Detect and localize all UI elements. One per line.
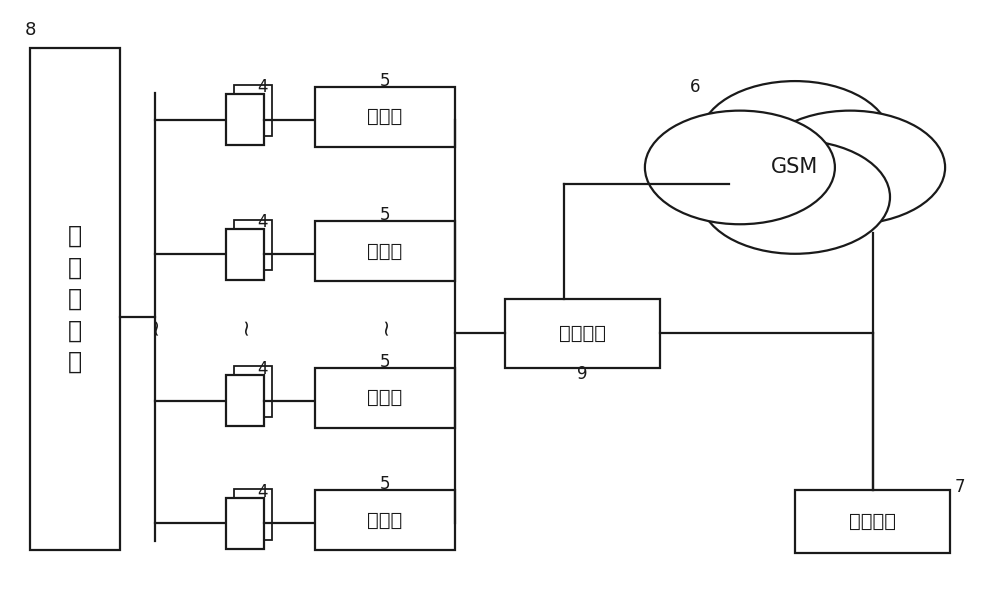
Text: 5: 5	[380, 353, 390, 371]
Bar	[30, 48, 120, 550]
Bar	[315, 368, 455, 428]
Text: 5: 5	[380, 72, 390, 90]
Bar	[234, 489, 272, 539]
Text: 电磁锁: 电磁锁	[367, 388, 403, 407]
Circle shape	[645, 111, 835, 224]
Bar	[505, 299, 660, 368]
Bar	[234, 219, 272, 270]
Bar	[234, 366, 272, 417]
Bar	[315, 221, 455, 281]
Text: 电磁锁: 电磁锁	[367, 242, 403, 261]
Text: 电磁锁: 电磁锁	[367, 511, 403, 530]
Bar	[315, 87, 455, 147]
Text: 6: 6	[690, 78, 700, 96]
Bar	[226, 376, 264, 426]
Text: 4: 4	[258, 483, 268, 501]
Text: 4: 4	[258, 360, 268, 378]
Bar	[226, 229, 264, 280]
Text: GSM: GSM	[771, 157, 819, 178]
Text: ~: ~	[375, 316, 395, 335]
Text: 电磁锁: 电磁锁	[367, 107, 403, 126]
Text: 8: 8	[24, 21, 36, 39]
Bar	[226, 498, 264, 549]
Bar	[315, 490, 455, 550]
Text: 7: 7	[955, 478, 965, 496]
Circle shape	[755, 111, 945, 224]
Circle shape	[700, 140, 890, 254]
Text: 9: 9	[577, 365, 587, 383]
Bar	[234, 85, 272, 136]
Bar	[795, 490, 950, 553]
Text: ~: ~	[235, 316, 255, 335]
Bar	[226, 94, 264, 145]
Text: 4: 4	[258, 78, 268, 96]
Text: 5: 5	[380, 206, 390, 224]
Text: 4: 4	[258, 213, 268, 231]
Text: 太
阳
能
面
板: 太 阳 能 面 板	[68, 224, 82, 374]
Text: 远程终端: 远程终端	[849, 512, 896, 531]
Text: 微处理器: 微处理器	[559, 324, 606, 343]
Text: 5: 5	[380, 475, 390, 493]
Text: ~: ~	[145, 316, 165, 335]
Circle shape	[700, 81, 890, 195]
